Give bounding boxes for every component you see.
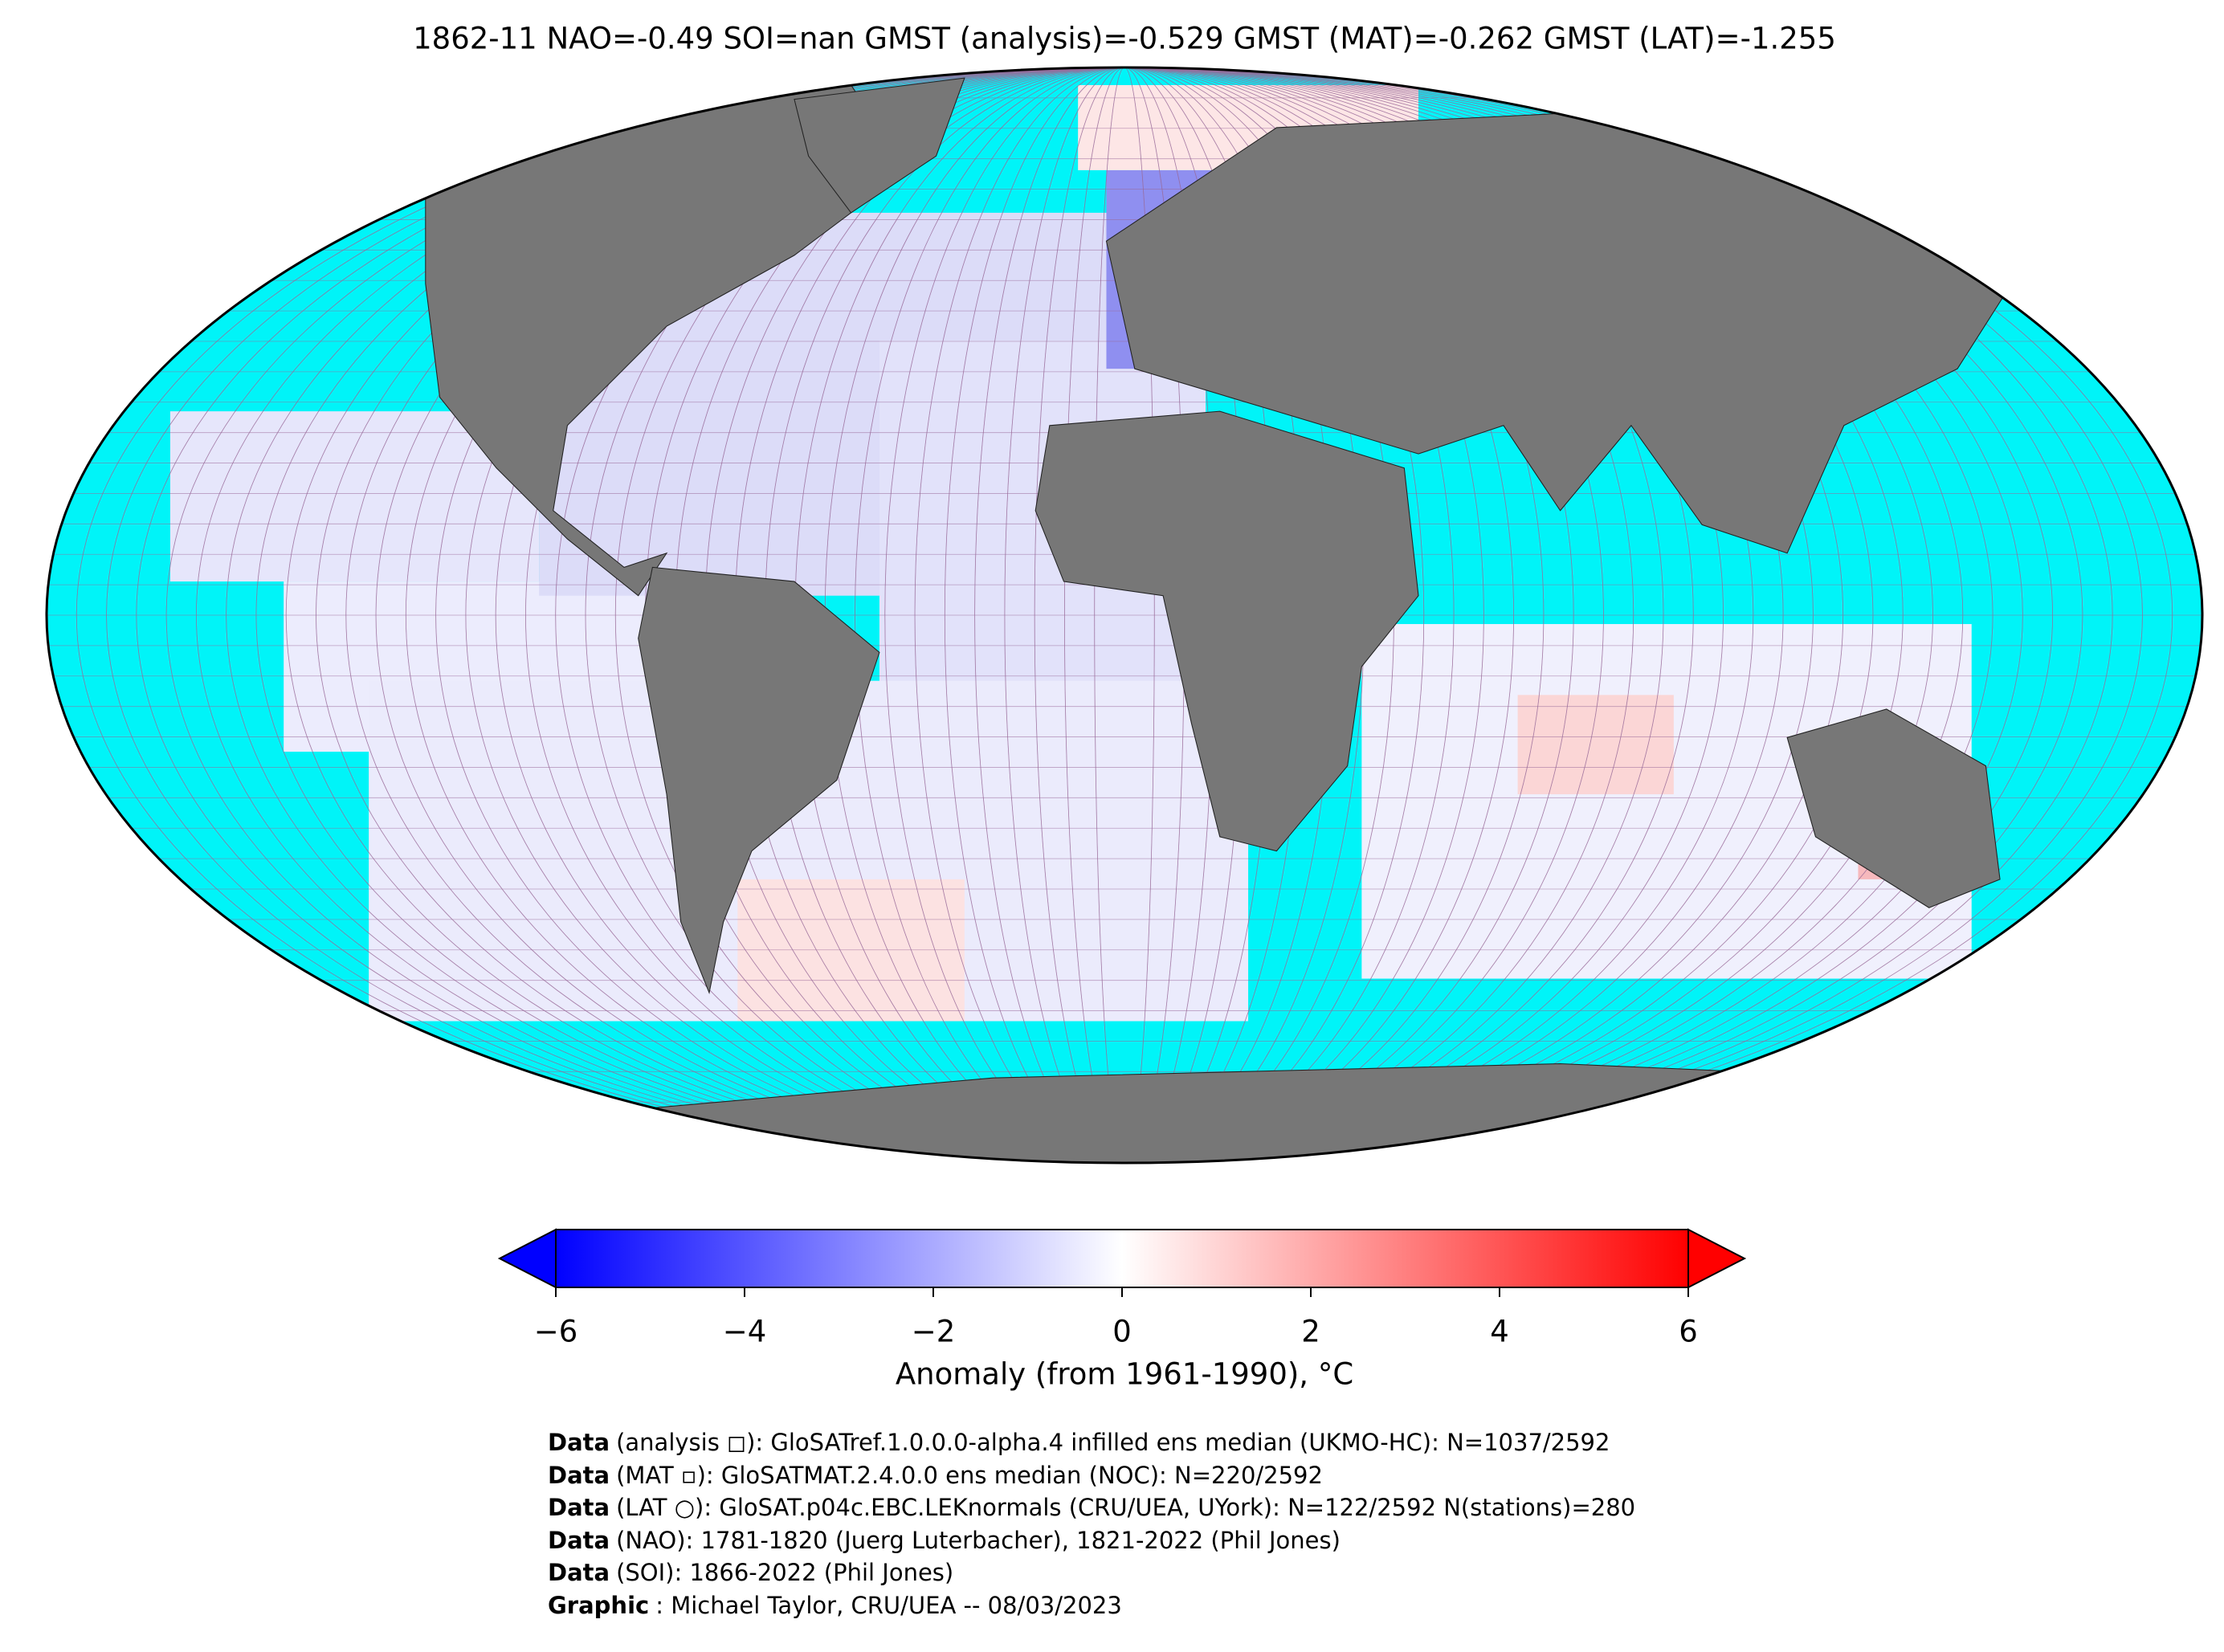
colorbar-tick-label: −2 <box>912 1315 956 1349</box>
credit-text: (NAO): 1781-1820 (Juerg Luterbacher), 18… <box>616 1526 1341 1554</box>
land <box>425 77 2058 1163</box>
colorbar-tick-label: −4 <box>723 1315 767 1349</box>
meridian <box>226 67 2023 1163</box>
title: 1862-11 NAO=-0.49 SOI=nan GMST (analysis… <box>413 22 1836 56</box>
credit-key: Data <box>548 1494 610 1521</box>
meridian <box>285 67 1964 1163</box>
meridian <box>585 67 1664 1163</box>
colorbar-extend-low <box>497 1228 557 1289</box>
credit-line: Data (LAT ○): GloSAT.p04c.EBC.LEKnormals … <box>548 1491 1635 1524</box>
meridian <box>525 67 1724 1163</box>
meridian <box>435 67 1814 1163</box>
meridian <box>165 67 2083 1163</box>
colorbar-tick-label: 4 <box>1490 1315 1509 1349</box>
credit-text: : Michael Taylor, CRU/UEA -- 08/03/2023 <box>655 1591 1122 1619</box>
meridian <box>75 67 2173 1163</box>
meridian <box>614 67 1634 1163</box>
colorbar-tick-label: 2 <box>1301 1315 1320 1349</box>
credit-text: (LAT ○): GloSAT.p04c.EBC.LEKnormals (CRU… <box>616 1494 1636 1521</box>
colorbar-tick-label: 6 <box>1679 1315 1698 1349</box>
credit-text: (analysis ◻): GloSATref.1.0.0.0-alpha.4 … <box>616 1429 1610 1456</box>
credit-line: Data (MAT ▫): GloSATMAT.2.4.0.0 ens media… <box>548 1459 1635 1492</box>
credit-line: Data (SOI): 1866-2022 (Phil Jones) <box>548 1556 1635 1589</box>
map-border <box>45 66 2204 1165</box>
meridian <box>316 67 1933 1163</box>
credit-key: Data <box>548 1461 610 1489</box>
colorbar-body <box>555 1229 1689 1288</box>
meridian <box>555 67 1694 1163</box>
meridian <box>255 67 1993 1163</box>
credit-line: Graphic: Michael Taylor, CRU/UEA -- 08/0… <box>548 1589 1635 1622</box>
credits: Data (analysis ◻): GloSATref.1.0.0.0-alph… <box>548 1426 1635 1621</box>
credit-key: Data <box>548 1429 610 1456</box>
credit-key: Graphic <box>548 1591 650 1619</box>
colorbar-label: Anomaly (from 1961-1990), °C <box>896 1357 1353 1392</box>
meridian <box>465 67 1784 1163</box>
meridian <box>1094 67 1155 1163</box>
colorbar-extend-high <box>1687 1228 1747 1289</box>
credit-line: Data (NAO): 1781-1820 (Juerg Luterbacher)… <box>548 1524 1635 1557</box>
credit-key: Data <box>548 1526 610 1554</box>
meridian <box>495 67 1754 1163</box>
map <box>47 67 2202 1163</box>
meridian <box>195 67 2054 1163</box>
colorbar-tick-label: −6 <box>534 1315 578 1349</box>
credit-line: Data (analysis ◻): GloSATref.1.0.0.0-alph… <box>548 1426 1635 1459</box>
meridian <box>405 67 1844 1163</box>
credit-text: (SOI): 1866-2022 (Phil Jones) <box>616 1559 954 1586</box>
meridian <box>345 67 1904 1163</box>
meridian <box>106 67 2143 1163</box>
meridian <box>375 67 1874 1163</box>
meridian <box>136 67 2113 1163</box>
colorbar-tick-label: 0 <box>1112 1315 1132 1349</box>
credit-key: Data <box>548 1559 610 1586</box>
credit-text: (MAT ▫): GloSATMAT.2.4.0.0 ens median (N… <box>616 1461 1323 1489</box>
colorbar: −6 −4 −2 0 2 4 6 <box>497 1228 1747 1349</box>
